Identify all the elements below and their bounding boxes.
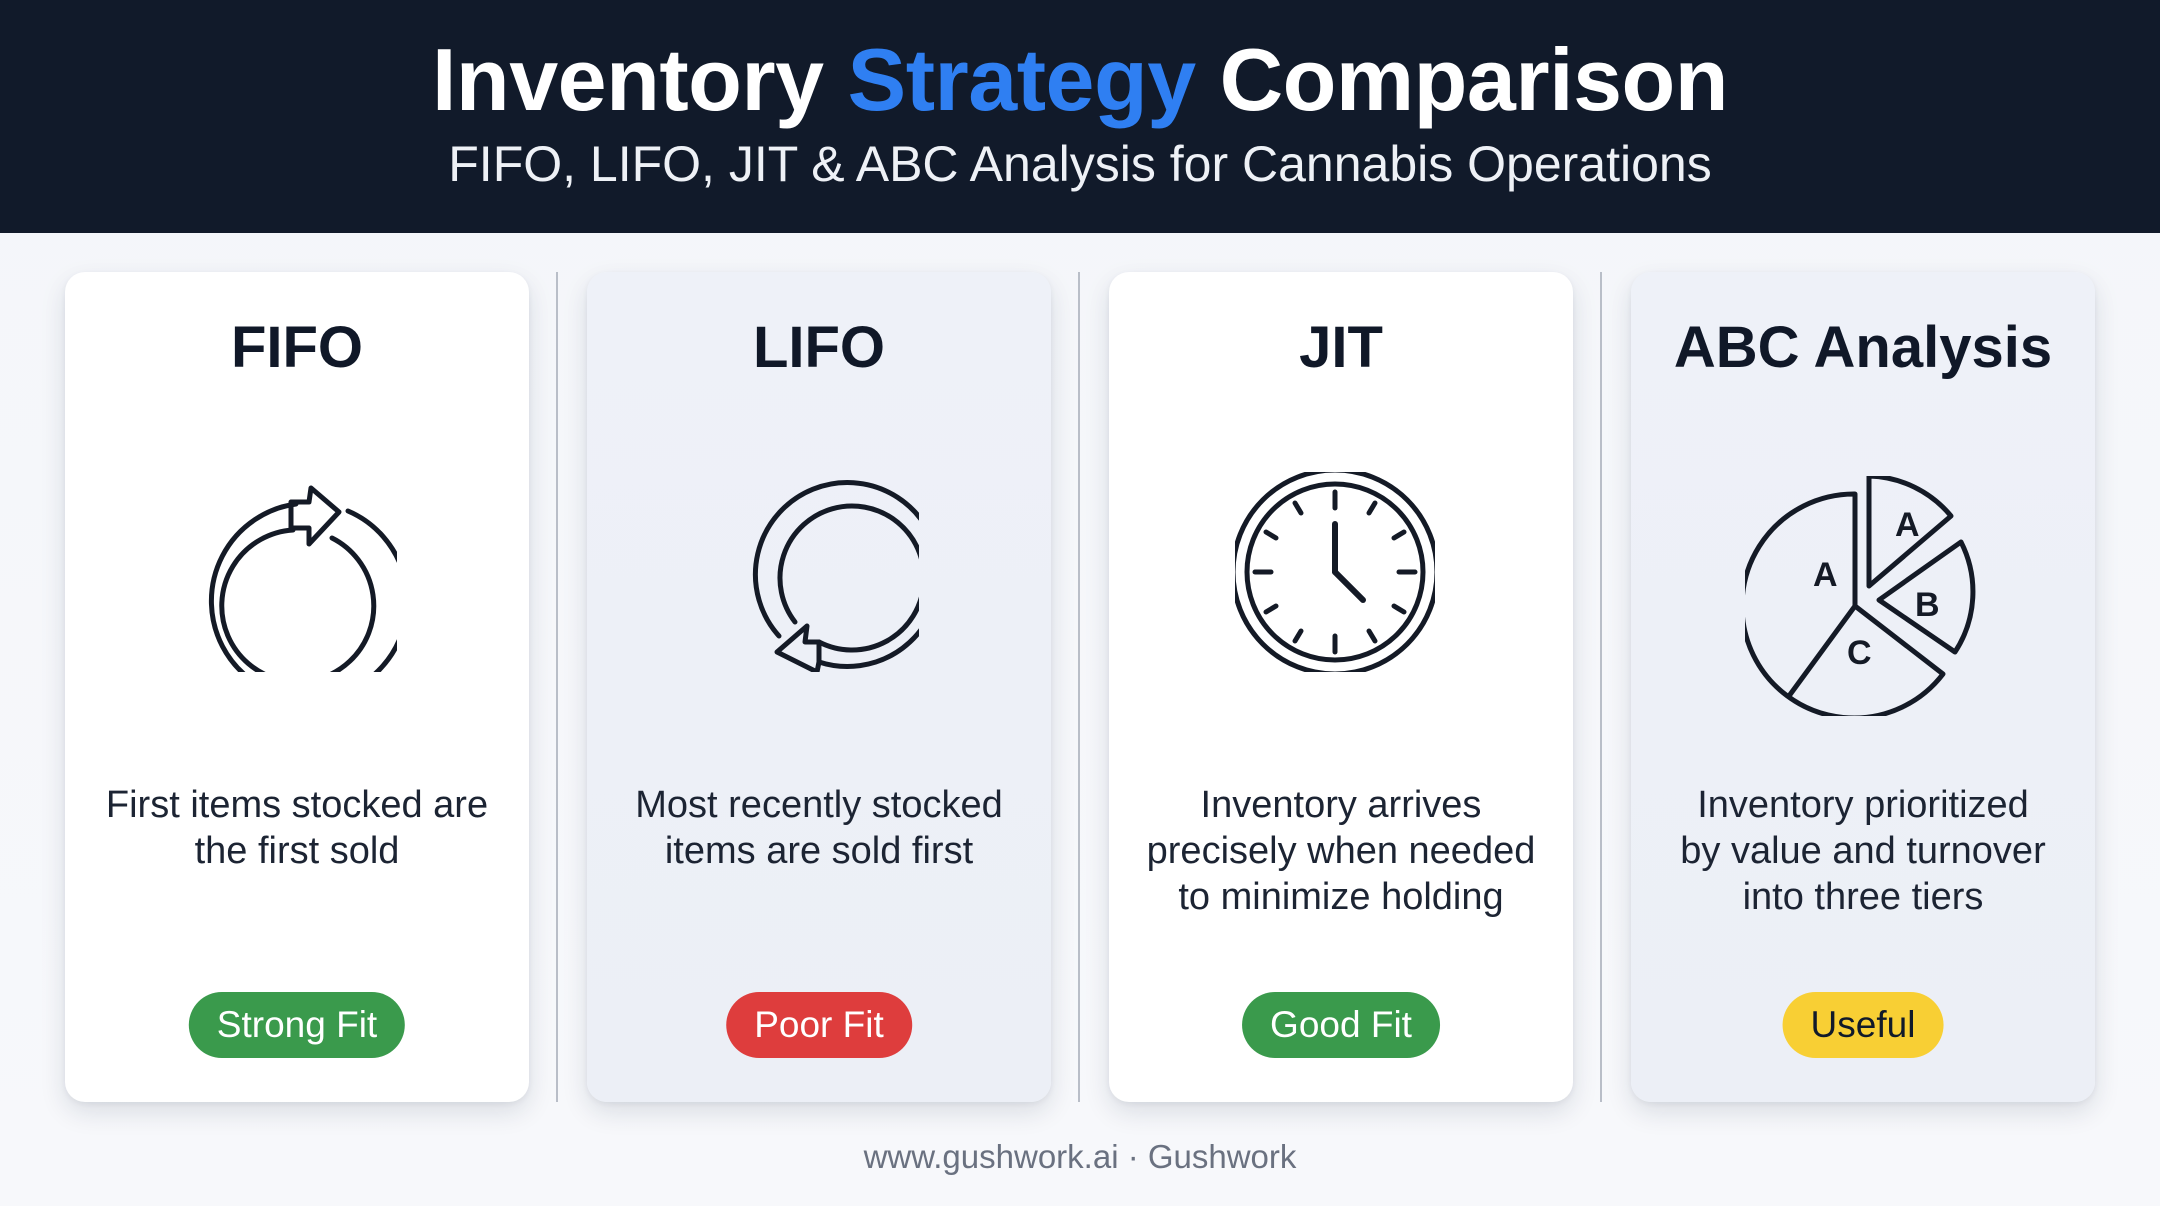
column-divider bbox=[1078, 272, 1080, 1102]
description-line-1: Inventory prioritized bbox=[1697, 784, 2029, 826]
header-banner: Inventory Strategy Comparison FIFO, LIFO… bbox=[0, 0, 2160, 233]
card-title: LIFO bbox=[752, 315, 886, 380]
svg-text:C: C bbox=[1847, 634, 1872, 672]
page-subtitle: FIFO, LIFO, JIT & ABC Analysis for Canna… bbox=[448, 136, 1712, 192]
footer-credit: www.gushwork.ai · Gushwork bbox=[863, 1138, 1297, 1175]
clock-icon bbox=[1235, 472, 1435, 672]
card-description: Inventory arrives precisely when needed … bbox=[1129, 782, 1553, 920]
fit-badge: Good Fit bbox=[1242, 992, 1440, 1058]
card-jit: JIT Inventory arrives p bbox=[1109, 272, 1573, 1102]
description-line-2: precisely when needed bbox=[1146, 830, 1536, 872]
svg-text:A: A bbox=[1813, 556, 1838, 594]
column-divider bbox=[556, 272, 558, 1102]
title-part-2: Comparison bbox=[1219, 30, 1729, 129]
description-line-2: by value and turnover bbox=[1680, 830, 2046, 872]
description-line-1: Inventory arrives bbox=[1200, 784, 1482, 826]
fit-badge: Strong Fit bbox=[188, 992, 406, 1058]
card-lifo: LIFO Most recently stocked items are sol… bbox=[587, 272, 1051, 1102]
fit-badge: Poor Fit bbox=[726, 992, 912, 1058]
card-title: JIT bbox=[1299, 315, 1383, 380]
page-title: Inventory Strategy Comparison bbox=[0, 30, 2160, 130]
card-title: FIFO bbox=[230, 315, 364, 380]
pie-chart-icon: A A B C bbox=[1745, 476, 1985, 716]
card-abc-analysis: ABC Analysis A A B C Inventory prioritiz… bbox=[1631, 272, 2095, 1102]
title-accent: Strategy bbox=[847, 30, 1197, 129]
description-line-2: the first sold bbox=[194, 830, 400, 872]
fit-badge: Useful bbox=[1782, 992, 1944, 1058]
title-part-1: Inventory bbox=[431, 30, 824, 129]
description-line-2: items are sold first bbox=[664, 830, 974, 872]
clockwise-cycle-icon bbox=[197, 472, 397, 672]
card-description: Inventory prioritized by value and turno… bbox=[1651, 782, 2075, 920]
description-line-1: Most recently stocked bbox=[635, 784, 1003, 826]
description-line-1: First items stocked are bbox=[105, 784, 489, 826]
description-line-3: to minimize holding bbox=[1178, 876, 1504, 918]
card-title: ABC Analysis bbox=[1673, 315, 2053, 380]
svg-text:A: A bbox=[1895, 506, 1920, 544]
column-divider bbox=[1600, 272, 1602, 1102]
counterclockwise-cycle-icon bbox=[719, 472, 919, 672]
card-fifo: FIFO First items stocked are the first s… bbox=[65, 272, 529, 1102]
card-description: First items stocked are the first sold bbox=[85, 782, 509, 874]
card-description: Most recently stocked items are sold fir… bbox=[607, 782, 1031, 874]
description-line-3: into three tiers bbox=[1742, 876, 1984, 918]
svg-text:B: B bbox=[1915, 586, 1940, 624]
